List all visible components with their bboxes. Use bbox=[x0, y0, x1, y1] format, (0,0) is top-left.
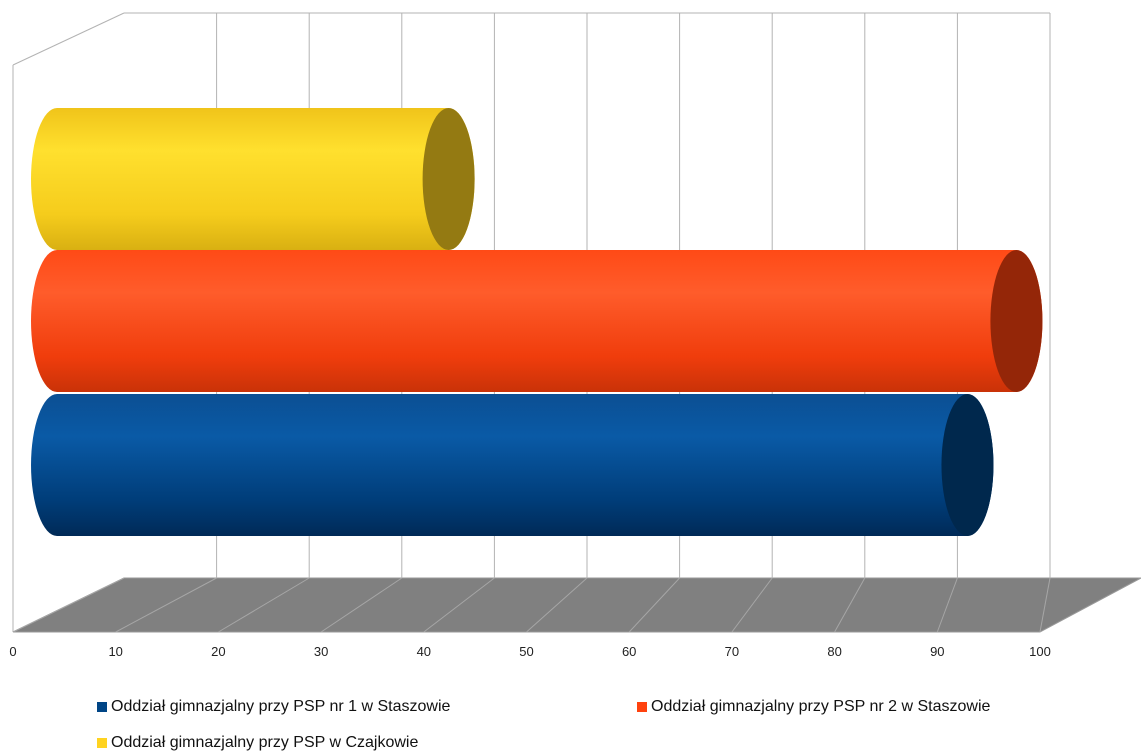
legend-swatch-czajkow bbox=[97, 738, 107, 748]
legend: Oddział gimnazjalny przy PSP nr 1 w Stas… bbox=[0, 692, 1141, 753]
bar-body-1 bbox=[31, 250, 1043, 392]
tick-label-80: 80 bbox=[827, 644, 841, 659]
bars bbox=[31, 108, 1043, 536]
floor-gridline-60 bbox=[628, 577, 680, 633]
floor-gridline-100 bbox=[1039, 577, 1051, 633]
tick-label-60: 60 bbox=[622, 644, 636, 659]
legend-swatch-psp1 bbox=[97, 702, 107, 712]
bar-cap-1 bbox=[990, 250, 1043, 392]
bar-cap-shade-0 bbox=[941, 394, 994, 536]
bar-body-2 bbox=[31, 108, 475, 250]
legend-item-psp1: Oddział gimnazjalny przy PSP nr 1 w Stas… bbox=[97, 698, 450, 716]
legend-swatch-psp2 bbox=[637, 702, 647, 712]
tick-label-0: 0 bbox=[9, 644, 16, 659]
left-wall-top-edge bbox=[12, 12, 125, 66]
bar-0 bbox=[31, 394, 994, 536]
bar-body-0 bbox=[31, 394, 994, 536]
tick-label-100: 100 bbox=[1029, 644, 1051, 659]
tick-label-40: 40 bbox=[417, 644, 431, 659]
floor-gridline-80 bbox=[834, 577, 866, 633]
floor-gridline-50 bbox=[526, 577, 588, 633]
bar-cap-2 bbox=[422, 108, 475, 250]
tick-label-30: 30 bbox=[314, 644, 328, 659]
chart-area: 0 10 20 30 40 50 60 70 80 90 100 bbox=[9, 12, 1141, 659]
legend-label-czajkow: Oddział gimnazjalny przy PSP w Czajkowie bbox=[111, 734, 419, 751]
floor-gridline-10 bbox=[115, 577, 217, 633]
floor-gridline-20 bbox=[218, 577, 310, 633]
chart-floor bbox=[12, 577, 1141, 633]
floor-gridline-70 bbox=[731, 577, 773, 633]
bar-cap-shade-2 bbox=[422, 108, 475, 250]
tick-label-20: 20 bbox=[211, 644, 225, 659]
legend-label-psp1: Oddział gimnazjalny przy PSP nr 1 w Stas… bbox=[111, 698, 451, 715]
tick-label-50: 50 bbox=[519, 644, 533, 659]
tick-labels: 0 10 20 30 40 50 60 70 80 90 100 bbox=[9, 644, 1050, 659]
legend-item-czajkow: Oddział gimnazjalny przy PSP w Czajkowie bbox=[97, 734, 418, 752]
floor-gridline-0 bbox=[12, 577, 125, 633]
bar-1 bbox=[31, 250, 1043, 392]
tick-label-10: 10 bbox=[108, 644, 122, 659]
legend-label-psp2: Oddział gimnazjalny przy PSP nr 2 w Stas… bbox=[651, 698, 991, 715]
floor-gridline-40 bbox=[423, 577, 495, 633]
floor-gridline-90 bbox=[936, 577, 958, 633]
bar-cap-shade-1 bbox=[990, 250, 1043, 392]
floor-gridline-30 bbox=[320, 577, 403, 633]
tick-label-70: 70 bbox=[725, 644, 739, 659]
bar-cap-0 bbox=[941, 394, 994, 536]
tick-label-90: 90 bbox=[930, 644, 944, 659]
bar-2 bbox=[31, 108, 475, 250]
legend-item-psp2: Oddział gimnazjalny przy PSP nr 2 w Stas… bbox=[637, 698, 990, 716]
